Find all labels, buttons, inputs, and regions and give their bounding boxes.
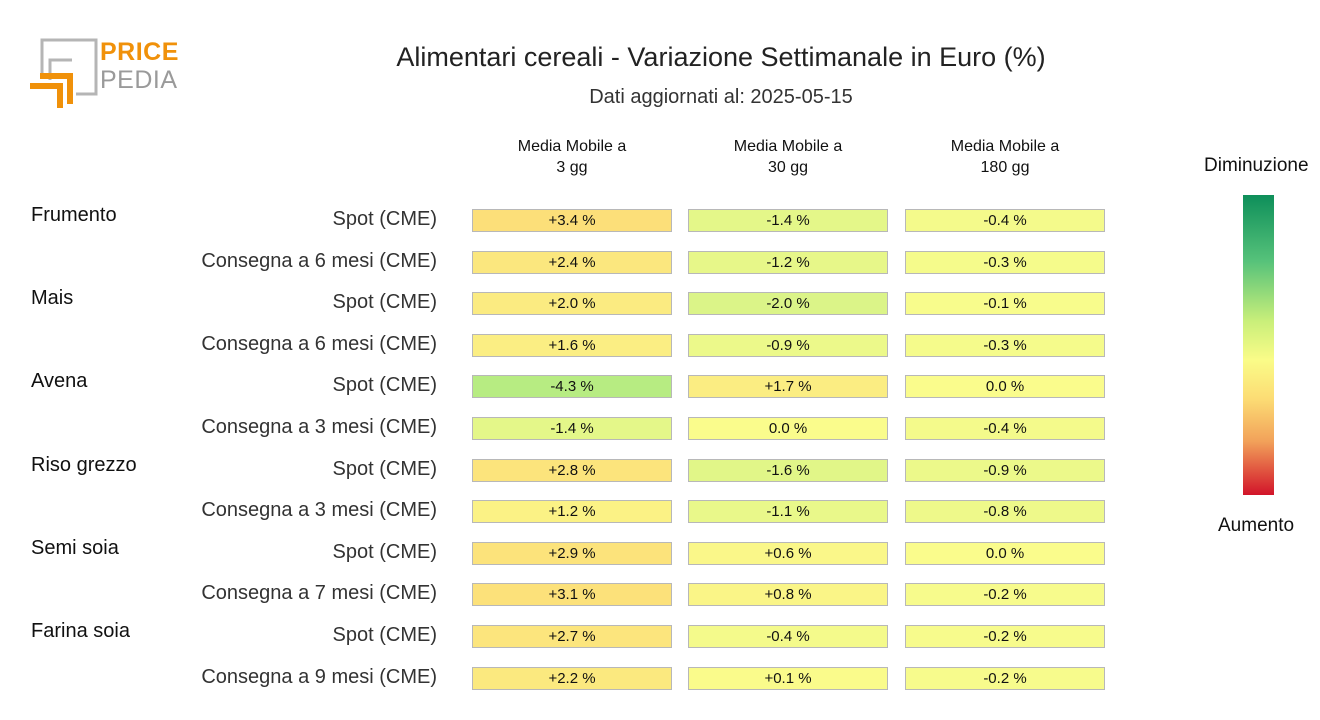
heatmap-cell: +3.4 % [472, 209, 672, 232]
row-label: Consegna a 6 mesi (CME) [201, 332, 437, 355]
heatmap-cell: -0.2 % [905, 625, 1105, 648]
heatmap-cell: +2.2 % [472, 666, 672, 690]
heatmap-cell: 0.0 % [905, 541, 1105, 565]
logo-text-pedia: PEDIA [100, 66, 178, 94]
legend-color-bar [1243, 195, 1274, 495]
row-label: Consegna a 6 mesi (CME) [201, 249, 437, 272]
pricepedia-logo-mark [30, 38, 98, 108]
group-label: Frumento [31, 204, 117, 226]
group-label: Semi soia [31, 536, 119, 559]
heatmap-cell: +1.2 % [472, 500, 672, 524]
legend-bottom-label: Aumento [1218, 515, 1295, 536]
chart-title: Alimentari cereali - Variazione Settiman… [396, 42, 1046, 72]
heatmap-cell: 0.0 % [688, 417, 888, 440]
heatmap-cell: -1.6 % [688, 458, 888, 482]
heatmap-cell: +3.1 % [472, 583, 672, 607]
heatmap-cell: -0.3 % [905, 333, 1105, 357]
column-header-line: 30 gg [767, 159, 809, 176]
column-header-line: Media Mobile a [950, 138, 1060, 155]
legend-top-label: Diminuzione [1204, 155, 1309, 176]
heatmap-cell: -0.8 % [905, 500, 1105, 524]
heatmap-cell: -0.3 % [905, 250, 1105, 274]
heatmap-cell: +2.8 % [472, 458, 672, 482]
row-label: Spot (CME) [332, 540, 437, 563]
column-header-line: 180 gg [980, 159, 1030, 176]
heatmap-cell: -1.2 % [688, 250, 888, 274]
heatmap-cell: -0.4 % [905, 417, 1105, 440]
group-label: Mais [31, 287, 74, 310]
row-label: Consegna a 3 mesi (CME) [201, 416, 437, 438]
heatmap-cell: +0.1 % [688, 666, 888, 690]
heatmap-cell: +2.0 % [472, 292, 672, 316]
heatmap-cell: -1.4 % [472, 417, 672, 440]
row-label: Spot (CME) [332, 291, 437, 314]
column-header-line: Media Mobile a [733, 138, 843, 155]
row-label: Spot (CME) [332, 208, 437, 230]
group-label: Riso grezzo [31, 453, 137, 476]
row-label: Spot (CME) [332, 374, 437, 397]
heatmap-cell: -4.3 % [472, 375, 672, 399]
heatmap-cell: +1.6 % [472, 333, 672, 357]
chart-subtitle: Dati aggiornati al: 2025-05-15 [589, 86, 853, 108]
heatmap-cell: +2.9 % [472, 541, 672, 565]
column-header-3: Media Mobile a 180 gg [904, 136, 1106, 178]
pricepedia-logo: PRICE PEDIA [28, 36, 188, 110]
heatmap-cell: +1.7 % [688, 375, 888, 399]
heatmap-cell: -1.1 % [688, 500, 888, 524]
heatmap-cell: -0.4 % [905, 209, 1105, 232]
column-header-2: Media Mobile a 30 gg [687, 136, 889, 178]
heatmap-cell: +0.6 % [688, 541, 888, 565]
column-header-line: 3 gg [556, 159, 588, 176]
heatmap-cell: +2.4 % [472, 250, 672, 274]
heatmap-cell: +0.8 % [688, 583, 888, 607]
heatmap-cell: 0.0 % [905, 375, 1105, 399]
row-label: Consegna a 3 mesi (CME) [201, 499, 437, 522]
logo-text-price: PRICE [100, 38, 179, 66]
row-label: Consegna a 7 mesi (CME) [201, 582, 437, 605]
heatmap-cell: -1.4 % [688, 209, 888, 232]
group-label: Farina soia [31, 620, 130, 642]
heatmap-cell: +2.7 % [472, 625, 672, 648]
row-label: Spot (CME) [332, 457, 437, 480]
row-label: Spot (CME) [332, 624, 437, 646]
heatmap-cell: -2.0 % [688, 292, 888, 316]
heatmap-cell: -0.2 % [905, 583, 1105, 607]
heatmap-cell: -0.9 % [905, 458, 1105, 482]
heatmap-cell: -0.2 % [905, 666, 1105, 690]
column-header-line: Media Mobile a [517, 138, 627, 155]
heatmap-cell: -0.4 % [688, 625, 888, 648]
heatmap-cell: -0.1 % [905, 292, 1105, 316]
group-label: Avena [31, 370, 88, 393]
row-label: Consegna a 9 mesi (CME) [201, 665, 437, 688]
heatmap-cell: -0.9 % [688, 333, 888, 357]
column-header-1: Media Mobile a 3 gg [471, 136, 673, 178]
